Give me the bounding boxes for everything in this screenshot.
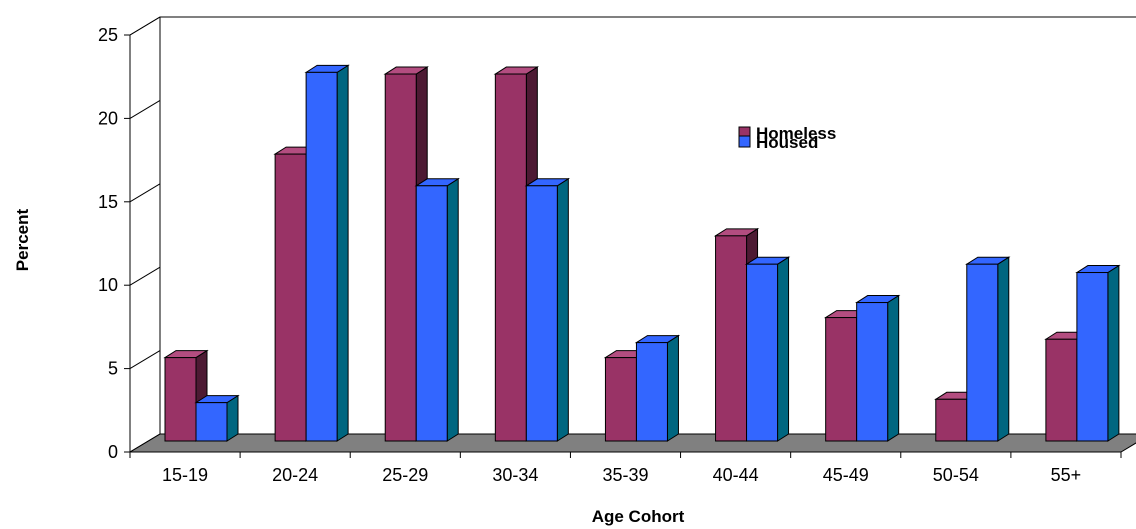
y-tick-depth [129, 266, 161, 286]
bar-housed-55+ [1075, 264, 1121, 442]
bar-side [446, 177, 459, 442]
bar-front [384, 73, 417, 442]
bar-side [777, 256, 790, 442]
bar-side [1107, 264, 1120, 442]
x-tick-label: 35-39 [602, 465, 648, 485]
bar-front [825, 317, 858, 442]
x-tick-label: 20-24 [272, 465, 318, 485]
x-tick-label: 50-54 [933, 465, 979, 485]
bar-housed-35-39 [634, 334, 681, 442]
x-tick-label: 40-44 [713, 465, 759, 485]
y-axis-title: Percent [13, 208, 32, 271]
bar-front [195, 402, 228, 442]
bar-front [715, 235, 748, 442]
bar-housed-40-44 [744, 256, 791, 442]
bar-side [997, 256, 1010, 442]
bar-housed-30-34 [524, 177, 571, 442]
y-tick-depth [129, 16, 161, 36]
legend-swatch-housed [738, 135, 751, 148]
legend-label-housed: Housed [756, 133, 818, 152]
x-tick-label: 45-49 [823, 465, 869, 485]
x-tick-label: 30-34 [492, 465, 538, 485]
bar-front [746, 263, 779, 442]
y-tick-label: 5 [108, 359, 118, 379]
x-axis: 15-19 20-24 25-29 30-34 35-39 40-44 45-49 50-54… [129, 451, 1122, 485]
bar-front [525, 185, 558, 442]
y-tick-label: 10 [98, 275, 118, 295]
bar-housed-15-19 [194, 394, 240, 442]
y-tick-depth [129, 99, 161, 119]
bar-front [1045, 338, 1078, 442]
legend-label-homeless: Homeless [756, 124, 836, 143]
y-tick-label: 0 [108, 442, 118, 462]
x-axis-title: Age Cohort [592, 507, 685, 526]
legend: Homeless Housed [738, 124, 836, 152]
bar-front [415, 185, 448, 442]
y-tick-label: 20 [98, 108, 118, 128]
bars [163, 64, 1121, 442]
bar-front [635, 342, 668, 442]
bar-front [856, 302, 889, 442]
y-tick-depth [129, 183, 161, 203]
y-tick-label: 25 [98, 25, 118, 45]
y-tick-depth [129, 350, 161, 370]
x-tick-label: 55+ [1051, 465, 1082, 485]
bar-side [556, 177, 569, 442]
bar-housed-45-49 [854, 294, 901, 442]
x-tick-label: 15-19 [162, 465, 208, 485]
bar-front [935, 398, 968, 442]
bar-front [494, 73, 527, 442]
bar-side [666, 334, 679, 442]
y-tick-depth [129, 433, 161, 453]
bar-front [1076, 272, 1109, 442]
bar-front [604, 357, 637, 442]
x-tick-label: 25-29 [382, 465, 428, 485]
bar-front [966, 263, 999, 442]
bar-housed-20-24 [304, 64, 350, 442]
y-tick-label: 15 [98, 192, 118, 212]
bar-side [887, 294, 900, 442]
bar-side [226, 394, 239, 442]
bar-front [274, 153, 307, 442]
y-axis: 0 5 10 15 20 25 [98, 16, 161, 462]
bar-front [164, 357, 197, 442]
bar-housed-50-54 [965, 256, 1011, 442]
bar-side [336, 64, 349, 442]
bar-housed-25-29 [414, 177, 460, 442]
bar-front [305, 71, 338, 442]
